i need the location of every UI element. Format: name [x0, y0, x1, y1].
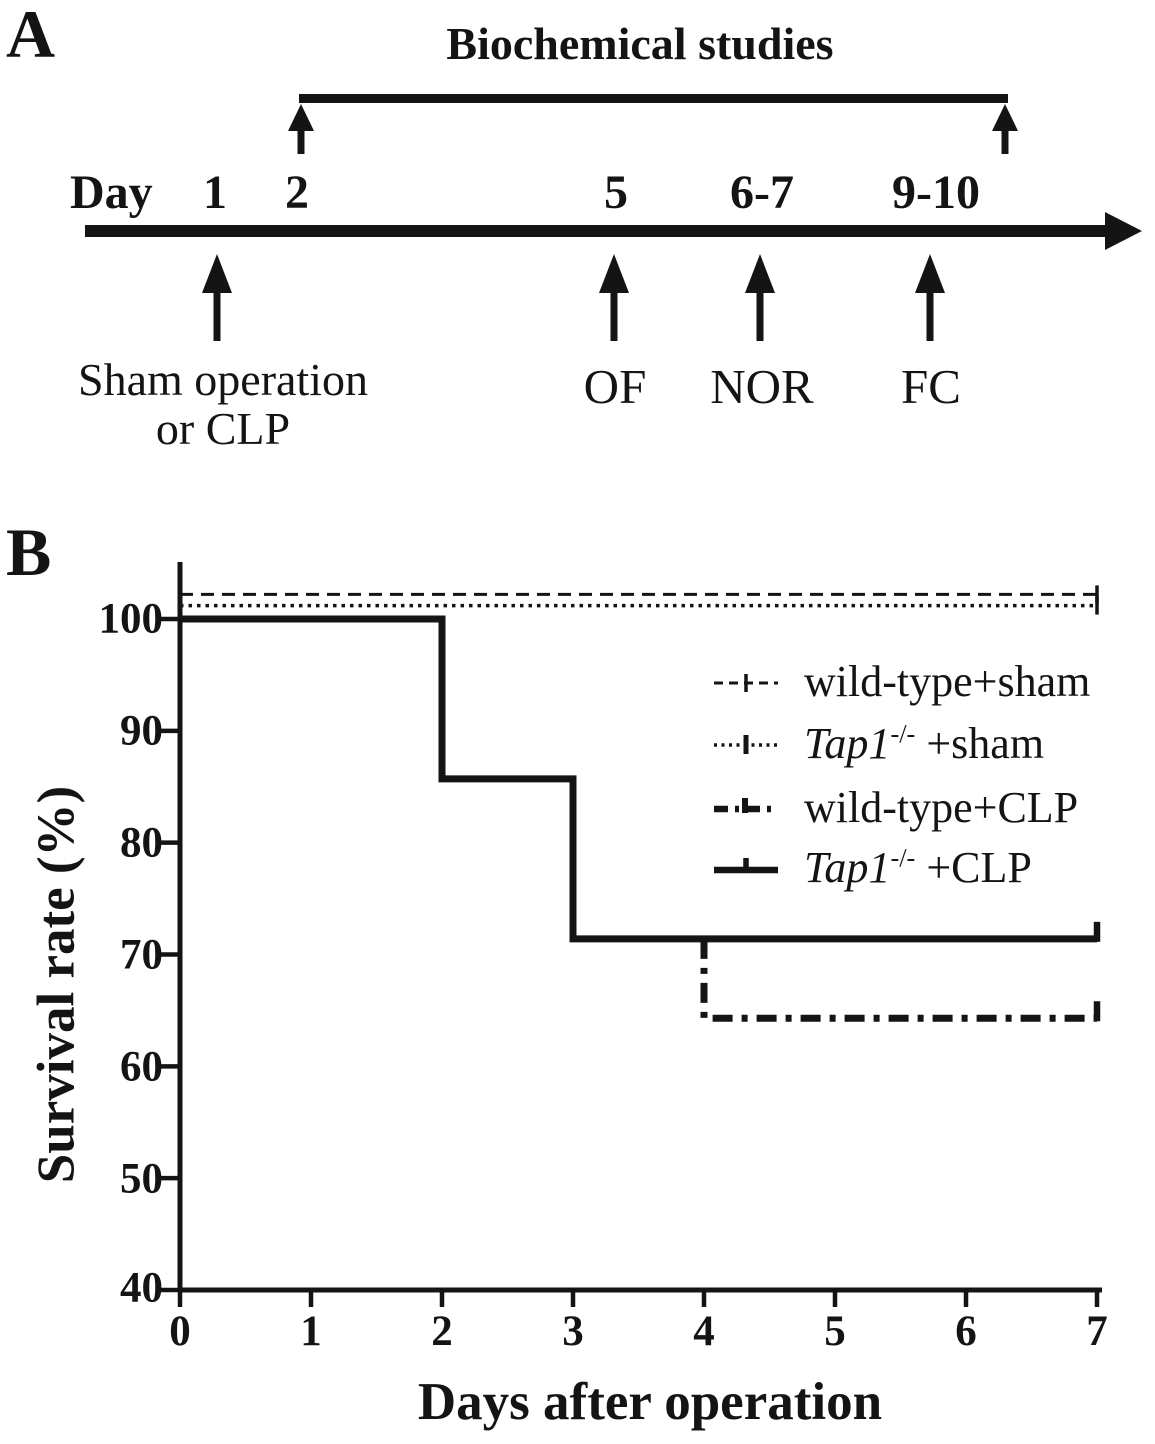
x-tick-label-5: 5	[824, 1308, 846, 1355]
plot-tick-marks	[158, 616, 1100, 1307]
x-axis-title: Days after operation	[417, 1373, 883, 1431]
day-tick-5: 5	[604, 166, 628, 219]
surgery-event-label-line2: or CLP	[155, 403, 291, 454]
y-tick-label-50: 50	[120, 1155, 163, 1203]
surgery-event-label-line1: Sham operation	[78, 354, 368, 405]
survival-curves	[180, 585, 1101, 1022]
y-axis-title: Survival rate (%)	[27, 785, 86, 1184]
nor-event-label: NOR	[710, 359, 814, 414]
survival-curve-solid	[180, 615, 1097, 943]
x-tick-label-0: 0	[169, 1308, 191, 1355]
timeline-arrow	[85, 212, 1142, 250]
day-axis-word: Day	[70, 166, 153, 219]
fc-event-arrow-icon	[915, 254, 945, 341]
bracket-end-arrow-icon	[992, 104, 1018, 154]
x-tick-label-3: 3	[562, 1308, 584, 1355]
day-tick-2: 2	[285, 166, 309, 219]
y-tick-label-100: 100	[98, 595, 164, 643]
legend-label-tap1-clp: Tap1-/- +CLP	[804, 842, 1032, 892]
surgery-event-arrow-icon	[202, 254, 232, 341]
solid-line-marker-icon	[714, 858, 778, 874]
x-tick-label-4: 4	[693, 1308, 715, 1355]
surgery-event-label: Sham operation or CLP	[58, 355, 388, 453]
day-tick-1: 1	[203, 166, 227, 219]
x-tick-label-1: 1	[300, 1308, 322, 1355]
y-tick-label-90: 90	[120, 707, 163, 755]
legend-entry-tap1-sham: Tap1-/- +sham	[712, 718, 1045, 768]
day-tick-6-7: 6-7	[730, 166, 794, 219]
nor-event-arrow-icon	[745, 254, 775, 341]
of-event-arrow-icon	[599, 254, 629, 341]
bracket-start-arrow-icon	[288, 104, 314, 154]
x-tick-label-6: 6	[955, 1308, 977, 1355]
legend-entry-wild-type-clp: wild-type+CLP	[712, 786, 1078, 830]
dotted-line-marker-icon	[714, 735, 778, 754]
plot-axes	[177, 562, 1102, 1293]
day-tick-9-10: 9-10	[892, 166, 980, 219]
x-tick-label-2: 2	[431, 1308, 453, 1355]
survival-curve-dashdot	[700, 938, 1097, 1022]
y-tick-label-70: 70	[120, 931, 163, 979]
of-event-label: OF	[583, 359, 647, 414]
legend-entry-wild-type-sham: wild-type+sham	[712, 660, 1090, 704]
legend-entry-tap1-clp: Tap1-/- +CLP	[712, 842, 1032, 892]
legend-label-wild-type-sham: wild-type+sham	[804, 657, 1091, 706]
panel-a-title: Biochemical studies	[446, 18, 834, 69]
fc-event-label: FC	[901, 359, 961, 414]
x-tick-label-7: 7	[1086, 1308, 1108, 1355]
y-tick-label-60: 60	[120, 1043, 163, 1091]
panel-a-label: A	[6, 0, 56, 72]
dashdot-line-marker-icon	[714, 798, 778, 813]
legend-label-wild-type-clp: wild-type+CLP	[804, 783, 1079, 832]
y-tick-label-80: 80	[120, 819, 163, 867]
biochemical-studies-bracket	[299, 94, 1008, 103]
dashed-line-marker-icon	[714, 674, 778, 692]
panel-b-label: B	[6, 514, 52, 590]
legend-label-tap1-sham: Tap1-/- +sham	[804, 718, 1045, 768]
y-tick-label-40: 40	[120, 1264, 163, 1312]
